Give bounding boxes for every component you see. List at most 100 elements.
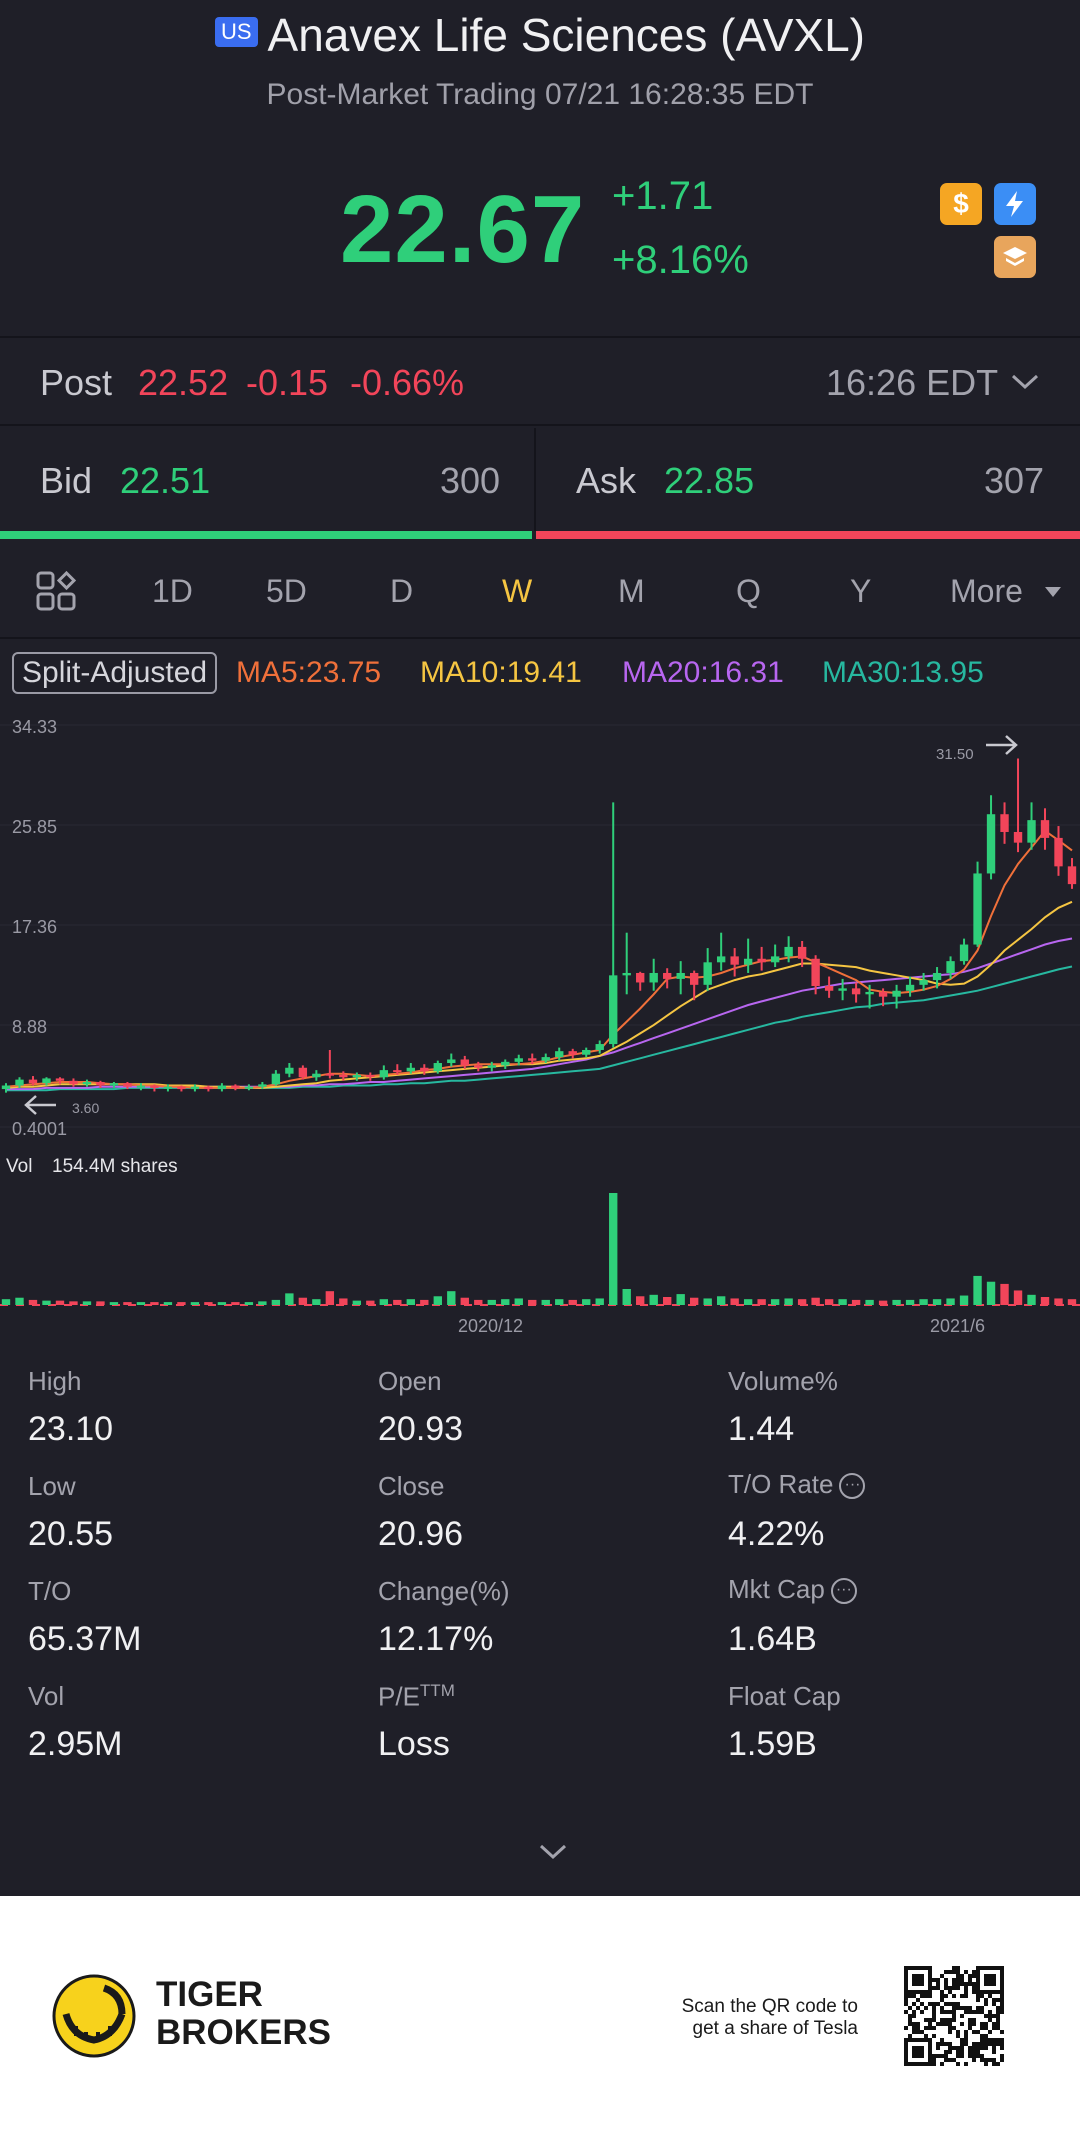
tab-5d[interactable]: 5D [266, 573, 307, 609]
qr-module [944, 2022, 948, 2026]
qr-module [964, 2034, 968, 2038]
qr-module [932, 2002, 936, 2006]
price-chart[interactable]: 34.33 25.85 17.36 8.88 0.4001 31.50 3.60… [0, 700, 1080, 1340]
qr-module [924, 2006, 928, 2010]
candle [204, 1085, 213, 1092]
qr-module [972, 2058, 976, 2062]
qr-module [992, 2038, 996, 2042]
period-tabs: 1D 5D D W M Q Y More [0, 545, 1080, 637]
qr-module [996, 2022, 1000, 2026]
brand-line-2: BROKERS [156, 2013, 332, 2052]
qr-module [948, 1990, 952, 1994]
dollar-icon[interactable]: $ [940, 183, 982, 225]
ask-label: Ask [576, 460, 637, 501]
candle-body [487, 1065, 496, 1068]
qr-module [932, 1978, 936, 1982]
tab-more[interactable]: More [950, 573, 1023, 609]
volume-bar [676, 1294, 685, 1305]
flash-icon[interactable] [994, 183, 1036, 225]
candle-body [258, 1084, 267, 1087]
layout-grid-icon[interactable] [36, 571, 76, 611]
volume-bar [379, 1299, 389, 1305]
more-info-icon[interactable]: ··· [830, 1578, 857, 1605]
volume-bar [582, 1299, 591, 1305]
qr-module [960, 1994, 964, 1998]
qr-module [980, 2006, 984, 2010]
tab-q[interactable]: Q [736, 573, 761, 609]
volume-bar [82, 1301, 92, 1305]
qr-module [996, 2042, 1000, 2046]
qr-module [940, 1998, 944, 2002]
expand-chevron-icon[interactable] [538, 1842, 568, 1862]
qr-module [972, 2030, 976, 2034]
qr-module [988, 2058, 992, 2062]
qr-code[interactable] [904, 1966, 1004, 2066]
candle-body [244, 1086, 254, 1089]
candle [501, 1059, 510, 1069]
candle-body [82, 1081, 92, 1085]
qr-module [932, 2026, 936, 2030]
candle-body [271, 1073, 281, 1085]
qr-module [960, 2038, 964, 2042]
qr-module [944, 1982, 948, 1986]
volume-bar [15, 1297, 24, 1305]
ma5-value: MA5:23.75 [236, 656, 382, 689]
education-icon[interactable] [994, 236, 1036, 278]
candle [609, 802, 618, 1048]
volume-bar [163, 1302, 173, 1305]
qr-module [948, 2018, 952, 2022]
candle-body [973, 873, 982, 945]
volume-bar [474, 1299, 483, 1305]
qr-module [964, 2006, 968, 2010]
high-label: High [28, 1366, 82, 1396]
brand-name: TIGER BROKERS [156, 1976, 331, 2052]
qr-module [972, 2010, 976, 2014]
more-info-icon[interactable]: ··· [839, 1473, 866, 1500]
qr-module [960, 2046, 964, 2050]
candle-body [433, 1063, 442, 1072]
y-tick-label: 17.36 [12, 917, 57, 937]
candle-body [946, 961, 955, 973]
candle [447, 1053, 456, 1067]
qr-module [936, 1978, 940, 1982]
volume-bar [905, 1299, 915, 1305]
open-value: 20.93 [378, 1410, 464, 1448]
tab-y[interactable]: Y [850, 573, 872, 609]
candle-body [730, 956, 739, 965]
volume-bar [177, 1302, 186, 1305]
candle [1067, 858, 1077, 889]
candle-body [919, 980, 928, 985]
volume-bar [393, 1299, 402, 1305]
candle [770, 944, 780, 968]
qr-module [992, 2022, 996, 2026]
candle [1040, 808, 1050, 850]
qr-module [956, 2034, 960, 2038]
qr-module [960, 2006, 964, 2010]
tab-m[interactable]: M [618, 573, 645, 609]
qr-module [932, 2018, 936, 2022]
caret-down-icon[interactable] [1044, 585, 1062, 599]
qr-module [932, 1986, 936, 1990]
tab-1d[interactable]: 1D [152, 573, 193, 609]
tab-w[interactable]: W [502, 573, 533, 609]
volume-bar [433, 1296, 442, 1305]
candle [919, 972, 928, 991]
candle-body [190, 1086, 200, 1090]
tab-d[interactable]: D [390, 573, 414, 609]
qr-module [956, 2050, 960, 2054]
volume-bar [55, 1300, 65, 1305]
qr-module [968, 2054, 972, 2058]
candle-body [636, 972, 645, 983]
candle [730, 948, 739, 977]
split-adjusted-button[interactable]: Split-Adjusted [12, 652, 218, 694]
qr-module [920, 1994, 924, 1998]
qr-module [948, 2022, 952, 2026]
chevron-down-icon[interactable] [1010, 372, 1040, 392]
book-stack-icon [1003, 247, 1027, 266]
post-market-row[interactable]: Post 22.52 -0.15 -0.66% 16:26 EDT [0, 338, 1080, 424]
qr-module [940, 2022, 944, 2026]
qr-module [956, 1966, 960, 1970]
qr-module [964, 2042, 968, 2046]
qr-module [932, 2006, 936, 2010]
candle-body [959, 944, 969, 962]
